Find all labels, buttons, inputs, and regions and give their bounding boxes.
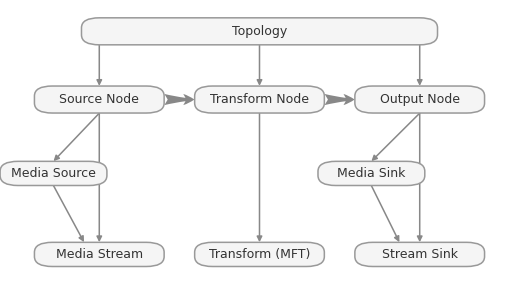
Text: Media Sink: Media Sink xyxy=(337,167,405,180)
FancyBboxPatch shape xyxy=(355,86,485,113)
Text: Stream Sink: Stream Sink xyxy=(381,248,458,261)
FancyBboxPatch shape xyxy=(318,161,425,186)
FancyBboxPatch shape xyxy=(0,161,107,186)
Text: Media Stream: Media Stream xyxy=(56,248,143,261)
Text: Transform (MFT): Transform (MFT) xyxy=(209,248,310,261)
FancyBboxPatch shape xyxy=(34,86,164,113)
Text: Media Source: Media Source xyxy=(11,167,96,180)
FancyBboxPatch shape xyxy=(195,242,324,267)
FancyBboxPatch shape xyxy=(195,86,324,113)
FancyBboxPatch shape xyxy=(81,18,438,45)
Text: Source Node: Source Node xyxy=(59,93,139,106)
FancyBboxPatch shape xyxy=(34,242,164,267)
Text: Topology: Topology xyxy=(232,25,287,38)
FancyBboxPatch shape xyxy=(355,242,485,267)
Text: Output Node: Output Node xyxy=(380,93,460,106)
Text: Transform Node: Transform Node xyxy=(210,93,309,106)
